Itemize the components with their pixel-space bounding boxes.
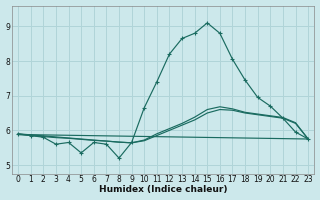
X-axis label: Humidex (Indice chaleur): Humidex (Indice chaleur) [99,185,228,194]
